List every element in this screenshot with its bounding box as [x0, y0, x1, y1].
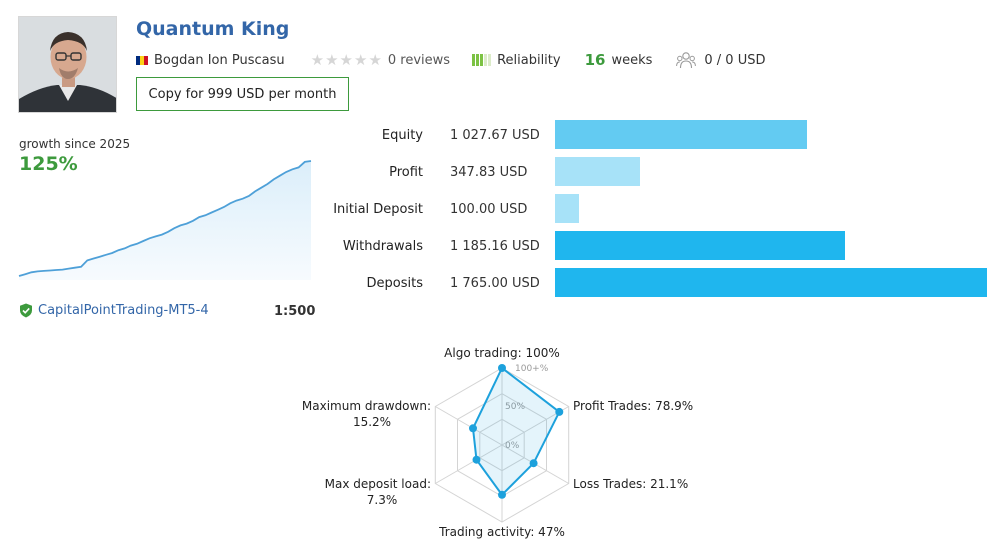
- financial-bar[interactable]: [555, 157, 641, 186]
- financial-label: Deposits: [366, 276, 423, 291]
- radar-point: [472, 455, 481, 464]
- radar-axis-label: Max deposit load:: [325, 477, 431, 491]
- radar-point: [498, 364, 506, 372]
- financial-bar[interactable]: [555, 120, 807, 149]
- romania-flag-icon: [136, 55, 148, 65]
- broker-name[interactable]: CapitalPointTrading-MT5-4: [38, 303, 209, 318]
- financial-row-withdrawals: Withdrawals 1 185.16 USD: [320, 231, 1000, 263]
- radar-axis-label: Maximum drawdown:: [302, 399, 431, 413]
- growth-value: 125%: [19, 153, 78, 175]
- financial-row-profit: Profit 347.83 USD: [320, 157, 1000, 189]
- radar-axis-label: Loss Trades: 21.1%: [573, 477, 688, 491]
- reliability-label: Reliability: [497, 52, 561, 68]
- reviews-count[interactable]: 0 reviews: [387, 52, 451, 68]
- reliability-bars-icon: [472, 54, 492, 66]
- radar-value-polygon: [471, 366, 561, 497]
- radar-point: [555, 407, 564, 416]
- radar-scale-label: 100+%: [515, 364, 549, 374]
- financial-value: 347.83 USD: [450, 165, 528, 180]
- financial-bar[interactable]: [555, 194, 580, 223]
- broker-link[interactable]: CapitalPointTrading-MT5-4: [19, 303, 209, 318]
- financial-value: 1 765.00 USD: [450, 276, 540, 291]
- financial-value: 1 185.16 USD: [450, 239, 540, 254]
- financial-value: 100.00 USD: [450, 202, 528, 217]
- verified-shield-icon: [20, 303, 32, 318]
- copy-signal-button[interactable]: Copy for 999 USD per month: [136, 77, 349, 111]
- weeks-value: 16: [584, 51, 606, 69]
- financial-bar[interactable]: [555, 231, 846, 260]
- subscribers-icon: [676, 51, 697, 69]
- signal-meta-row: Bogdan Ion Puscasu ★★★★★ 0 reviews Relia…: [136, 50, 766, 70]
- radar-axis-label: 15.2%: [353, 415, 391, 429]
- rating-stars: ★★★★★: [310, 51, 383, 69]
- radar-chart[interactable]: 100+% 50% 0% Algo trading: 100% Profit T…: [300, 340, 720, 545]
- growth-area: [19, 161, 311, 280]
- radar-point: [529, 459, 538, 468]
- growth-chart[interactable]: [18, 155, 312, 280]
- radar-axis-label: Profit Trades: 78.9%: [573, 399, 693, 413]
- financial-label: Equity: [381, 128, 423, 143]
- leverage-value: 1:500: [274, 304, 316, 319]
- financial-row-equity: Equity 1 027.67 USD: [320, 120, 1000, 152]
- signal-title[interactable]: Quantum King: [136, 18, 290, 40]
- financial-row-initial-deposit: Initial Deposit 100.00 USD: [320, 194, 1000, 226]
- radar-axis-label: Trading activity: 47%: [438, 525, 565, 539]
- radar-scale-label: 50%: [505, 402, 525, 412]
- radar-points: [469, 364, 564, 499]
- radar-axis-label: Algo trading: 100%: [444, 346, 560, 360]
- radar-axis-label: 7.3%: [367, 493, 398, 507]
- radar-point: [498, 490, 506, 499]
- financial-label: Profit: [389, 165, 423, 180]
- financial-label: Initial Deposit: [333, 202, 423, 217]
- author-name[interactable]: Bogdan Ion Puscasu: [154, 52, 285, 68]
- financial-row-deposits: Deposits 1 765.00 USD: [320, 268, 1000, 300]
- weeks-label: weeks: [611, 52, 653, 68]
- radar-scale-label: 0%: [505, 441, 520, 451]
- radar-point: [469, 424, 477, 433]
- growth-line: [18, 160, 312, 277]
- radar-spoke: [435, 406, 503, 446]
- financial-label: Withdrawals: [342, 239, 423, 254]
- radar-spoke: [435, 444, 503, 484]
- author-avatar[interactable]: [18, 16, 117, 113]
- financial-value: 1 027.67 USD: [450, 128, 540, 143]
- subscribers-value: 0 / 0 USD: [704, 52, 766, 68]
- growth-label: growth since 2025: [19, 137, 131, 151]
- financial-bar[interactable]: [555, 268, 987, 297]
